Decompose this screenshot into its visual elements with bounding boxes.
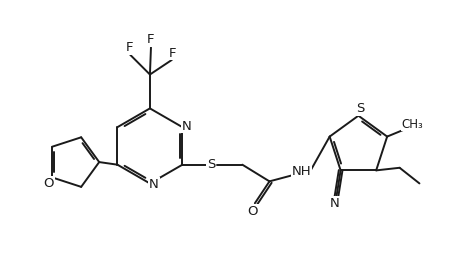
Text: S: S <box>207 158 215 171</box>
Text: F: F <box>125 41 133 54</box>
Text: N: N <box>330 197 339 210</box>
Text: NH: NH <box>292 166 312 179</box>
Text: O: O <box>44 177 54 190</box>
Text: F: F <box>169 47 177 60</box>
Text: N: N <box>149 178 159 191</box>
Text: O: O <box>248 205 258 218</box>
Text: N: N <box>182 120 192 133</box>
Text: CH₃: CH₃ <box>402 118 423 131</box>
Text: S: S <box>356 102 364 115</box>
Text: F: F <box>147 33 155 46</box>
